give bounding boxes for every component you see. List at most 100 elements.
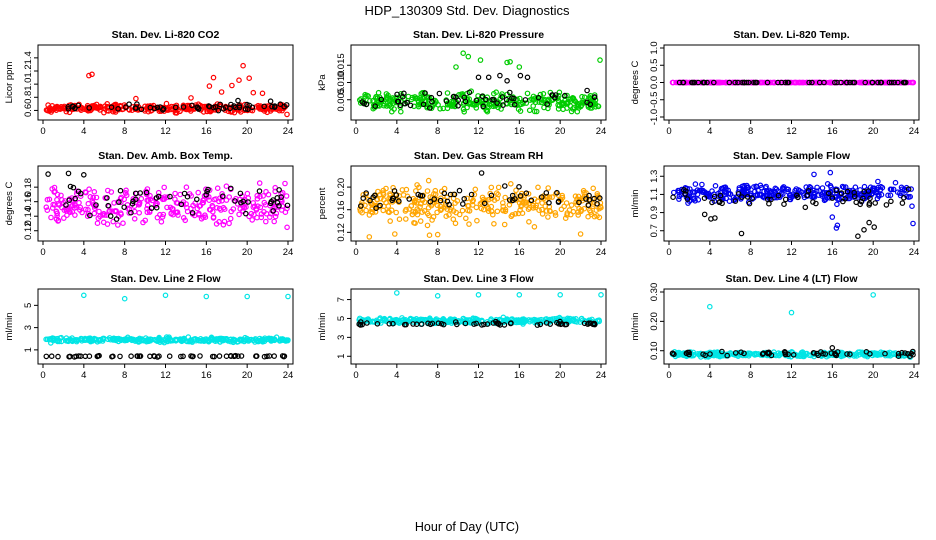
x-tick-label: 0 [353, 370, 358, 381]
data-point [552, 210, 559, 216]
series-0 [43, 292, 291, 346]
data-point [820, 350, 826, 357]
data-point [562, 92, 568, 99]
data-point [261, 103, 268, 110]
x-tick-label: 24 [283, 247, 294, 258]
data-point [377, 202, 383, 209]
data-point [282, 180, 288, 187]
data-point [464, 195, 470, 202]
data-point [276, 107, 283, 114]
data-point [803, 79, 810, 86]
y-tick-label: 1.1 [649, 188, 660, 201]
data-point [417, 95, 424, 101]
data-point [411, 220, 417, 226]
data-point [455, 97, 462, 104]
data-point [501, 183, 508, 189]
data-point [697, 187, 704, 194]
data-point [670, 194, 676, 201]
data-point [115, 222, 121, 228]
data-point [266, 335, 273, 342]
data-point [274, 199, 281, 206]
data-point [220, 193, 226, 200]
data-point [101, 109, 107, 116]
data-point [82, 189, 89, 195]
data-point [231, 109, 238, 116]
data-point [184, 208, 191, 215]
x-tick-label: 16 [514, 370, 525, 381]
data-point [556, 89, 563, 96]
data-point [55, 353, 61, 360]
data-point [143, 189, 150, 196]
data-point [434, 202, 441, 209]
data-point [479, 194, 486, 201]
x-tick-label: 12 [473, 247, 484, 258]
data-point [473, 97, 480, 104]
data-point [472, 186, 479, 193]
data-point [254, 214, 260, 221]
y-tick-label: -1.0 [649, 109, 660, 125]
data-point [69, 209, 76, 215]
data-point [875, 79, 881, 86]
data-point [453, 321, 460, 328]
data-point [63, 202, 69, 208]
data-point [403, 321, 409, 328]
data-point [711, 193, 718, 200]
x-tick-label: 16 [201, 370, 212, 381]
data-point [219, 337, 226, 344]
data-point [847, 351, 853, 358]
data-point [223, 353, 230, 360]
data-point [374, 320, 381, 327]
data-point [802, 204, 809, 211]
data-point [255, 338, 262, 345]
data-point [700, 79, 707, 86]
data-point [462, 215, 469, 222]
data-point [855, 233, 861, 240]
data-point [534, 322, 541, 328]
data-point [209, 353, 216, 360]
data-point [154, 104, 161, 111]
data-point [596, 195, 603, 201]
data-point [538, 99, 545, 106]
x-tick-label: 0 [40, 247, 45, 258]
data-point [387, 218, 394, 224]
data-point [766, 350, 773, 357]
data-point [70, 184, 77, 191]
data-point [535, 184, 541, 191]
series-1 [359, 72, 598, 111]
data-point [717, 198, 723, 205]
data-point [554, 319, 560, 326]
data-point [55, 337, 62, 343]
data-point [426, 105, 433, 111]
x-tick-label: 8 [435, 370, 440, 381]
data-point [867, 195, 873, 202]
y-tick-label: 3 [23, 325, 34, 330]
data-point [375, 89, 382, 96]
data-point [489, 211, 496, 218]
data-point [69, 203, 75, 209]
data-point [490, 90, 497, 97]
data-point [76, 199, 82, 206]
data-point [429, 217, 435, 223]
x-tick-label: 20 [868, 370, 879, 381]
chart-panel-3: Stan. Dev. Amb. Box Temp. 0 4 8 12 16 20 24 0.12… [4, 150, 294, 258]
data-point [844, 351, 850, 357]
data-point [262, 218, 269, 225]
data-point [389, 317, 395, 324]
data-point [424, 222, 431, 229]
data-point [726, 79, 733, 86]
data-point [840, 184, 847, 191]
data-point [252, 339, 258, 345]
data-point [69, 103, 76, 110]
data-point [707, 351, 713, 357]
data-point [804, 192, 811, 199]
series-1 [669, 344, 916, 360]
data-point [829, 214, 836, 220]
data-point [108, 189, 115, 195]
y-tick-label: 0.9 [649, 206, 660, 219]
data-point [516, 64, 523, 70]
data-point [189, 210, 196, 216]
data-point [586, 197, 593, 203]
data-point [255, 104, 262, 111]
data-point [900, 79, 907, 86]
